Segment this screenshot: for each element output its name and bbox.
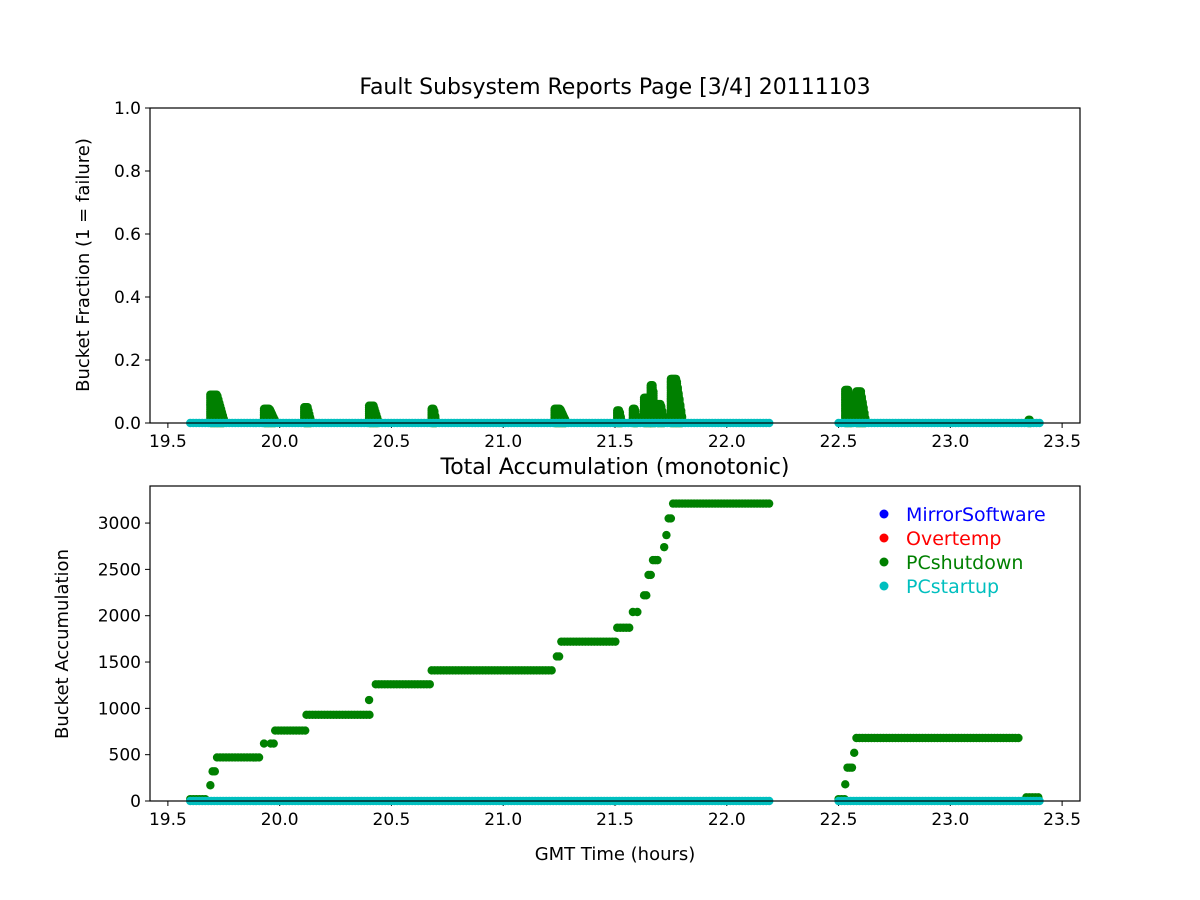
data-point [625,623,634,632]
data-point [633,607,642,617]
data-point [666,514,676,523]
legend-label: PCstartup [906,576,999,598]
plot-frame [149,485,1081,802]
series-PCstartup [186,796,1044,806]
x-tick-label: 23.5 [1043,432,1081,452]
y-tick-label: 2500 [98,560,141,580]
data-point [646,570,655,580]
x-tick-label: 23.5 [1043,810,1081,830]
y-tick-label: 0 [130,792,141,812]
legend-marker [879,533,889,543]
legend-label: Overtemp [906,528,1001,550]
data-point [659,542,669,552]
x-tick-label: 21.5 [596,810,634,830]
data-point [847,763,857,772]
data-point [642,591,651,600]
y-tick-label: 0.6 [114,225,141,245]
y-tick-label: 500 [109,746,141,766]
data-point [764,499,774,508]
x-tick-label: 21.0 [484,810,522,830]
data-point [1014,733,1023,743]
y-axis-label: Bucket Fraction (1 = failure) [73,138,94,392]
x-tick-label: 20.5 [373,810,411,830]
x-tick-label: 20.0 [261,810,299,830]
fraction-chart: Fault Subsystem Reports Page [3/4] 20111… [73,75,1081,452]
x-tick-label: 23.0 [931,810,969,830]
x-tick-label: 22.0 [708,432,746,452]
data-point [206,781,215,790]
y-tick-label: 0.2 [114,351,141,371]
data-point [611,637,620,646]
legend-label: PCshutdown [906,552,1023,574]
y-tick-label: 0.8 [114,162,141,182]
y-tick-label: 0.4 [114,288,141,308]
data-point [269,739,278,748]
legend: MirrorSoftwareOvertempPCshutdownPCstartu… [879,504,1046,598]
y-axis-label: Bucket Accumulation [52,549,73,739]
data-point [425,680,434,689]
x-axis-label: GMT Time (hours) [535,844,696,865]
y-tick-label: 2000 [98,607,141,627]
y-tick-label: 1500 [98,653,141,673]
data-point [649,387,658,396]
data-point [365,710,374,720]
x-tick-label: 22.5 [820,432,858,452]
data-point [364,695,374,705]
x-tick-label: 19.5 [149,810,187,830]
legend-marker [879,509,889,519]
data-point [300,726,310,735]
chart-title: Total Accumulation (monotonic) [440,455,790,480]
data-point [844,389,854,399]
plot-area: 19.5 20.0 20.5 21.0 21.5 22.0 22.5 23.0 23.5 0 500… [98,499,1081,830]
data-point [554,652,564,661]
x-tick-label: 21.0 [484,432,522,452]
data-point [653,555,662,565]
legend-marker [879,557,889,567]
x-tick-label: 20.0 [261,432,299,452]
legend-label: MirrorSoftware [906,504,1046,526]
x-tick-label: 22.0 [708,810,746,830]
y-tick-label: 3000 [98,514,141,534]
chart-title: Fault Subsystem Reports Page [3/4] 20111… [359,75,870,100]
data-point [648,381,657,390]
data-point [841,780,850,789]
y-tick-label: 1000 [98,699,141,719]
data-point [850,748,859,758]
x-tick-label: 19.5 [149,432,187,452]
x-tick-label: 22.5 [820,810,858,830]
x-tick-label: 20.5 [373,432,411,452]
x-tick-label: 21.5 [596,432,634,452]
data-point [677,412,687,421]
plot-area: 19.5 20.0 20.5 21.0 21.5 22.0 22.5 23.0 23.5 0.0 0… [114,99,1081,452]
x-tick-label: 23.0 [931,432,969,452]
accumulation-chart: Total Accumulation (monotonic) Bucket Ac… [52,455,1081,865]
data-point [662,530,671,540]
data-point [210,767,220,776]
legend-marker [879,581,889,591]
plot-frame [149,107,1081,424]
y-tick-label: 0.0 [114,414,141,434]
data-point [254,753,264,762]
data-point [259,739,269,748]
data-point [845,397,855,407]
data-point [547,666,556,675]
y-tick-label: 1.0 [114,99,141,119]
